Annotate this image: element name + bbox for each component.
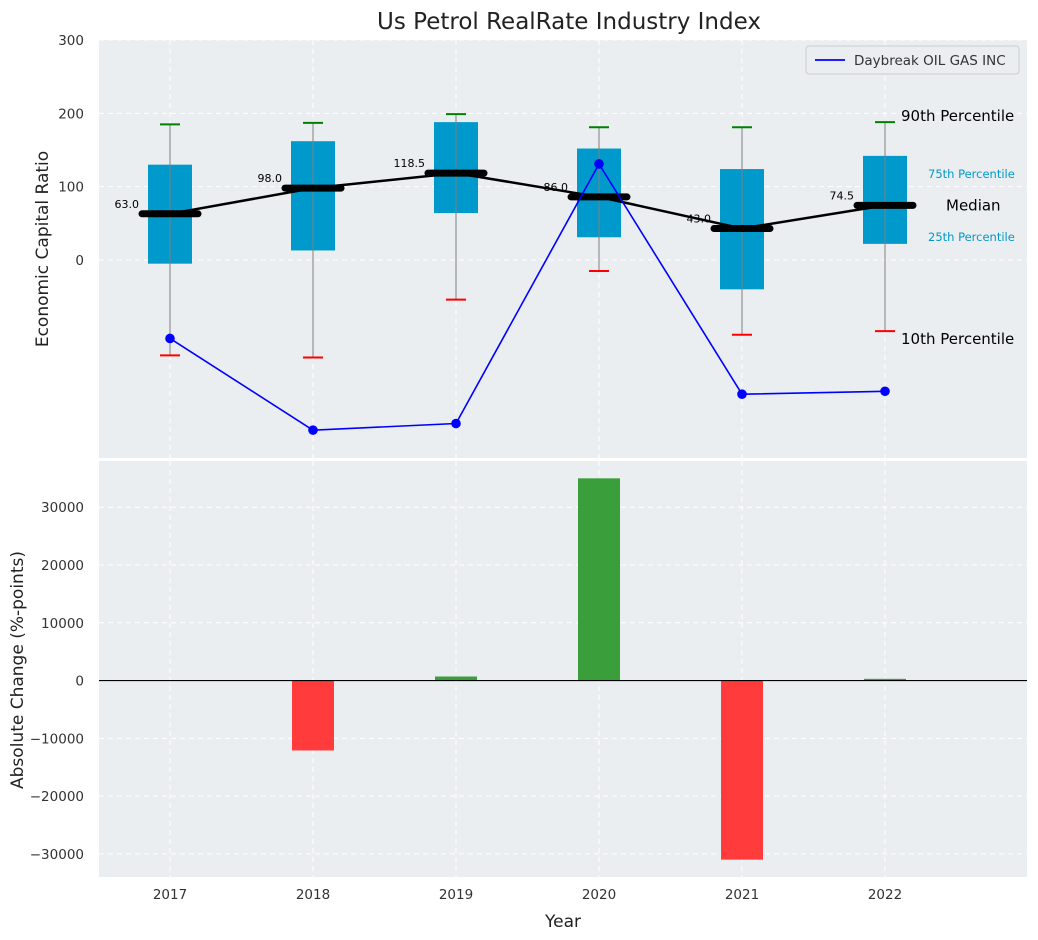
p10-annotation: 10th Percentile [901, 330, 1014, 348]
x-tick-label: 2020 [582, 887, 616, 903]
x-tick-label: 2018 [296, 887, 330, 903]
median-value-label: 86.0 [544, 181, 569, 194]
series-point [594, 159, 604, 169]
p90-annotation: 90th Percentile [901, 107, 1014, 125]
median-annotation: Median [946, 196, 1001, 214]
y-tick-label: −30000 [30, 847, 84, 863]
change-bar [292, 680, 334, 751]
top-y-ticks: 0 100 200 300 [58, 33, 84, 269]
change-bar [864, 678, 906, 681]
median-value-label: 43.0 [687, 212, 712, 225]
series-point [451, 418, 461, 429]
p25-annotation: 25th Percentile [928, 230, 1015, 244]
median-value-label: 98.0 [258, 172, 283, 185]
median-value-label: 74.5 [830, 189, 855, 202]
percentile-annotations: 90th Percentile 75th Percentile Median 25th… [901, 107, 1015, 348]
median-value-label: 118.5 [394, 157, 426, 170]
y-tick-label: 30000 [41, 500, 84, 516]
y-tick-label: 300 [58, 33, 84, 49]
legend: Daybreak OIL GAS INC [805, 45, 1020, 75]
change-bar [435, 676, 477, 681]
change-bar [578, 478, 620, 681]
x-tick-label: 2022 [868, 887, 902, 903]
change-bar [721, 680, 763, 860]
legend-box [805, 45, 1020, 75]
series-point [165, 333, 175, 344]
p75-annotation: 75th Percentile [928, 167, 1015, 181]
y-tick-label: 200 [58, 106, 84, 122]
median-trend: 63.0 98.0 118.5 86.0 43.0 74.5 [115, 157, 917, 232]
bottom-y-ticks: −30000 −20000 −10000 0 10000 20000 30000 [30, 500, 84, 863]
legend-label: Daybreak OIL GAS INC [854, 53, 1006, 69]
y-tick-label: 20000 [41, 558, 84, 574]
x-tick-label: 2019 [439, 887, 473, 903]
median-value-label: 63.0 [115, 198, 140, 211]
x-tick-label: 2017 [153, 887, 187, 903]
series-point [737, 389, 747, 400]
y-tick-label: −20000 [30, 789, 84, 805]
y-tick-label: 0 [75, 253, 84, 269]
top-plot-area [99, 40, 1027, 458]
bottom-plot-area [99, 461, 1027, 877]
x-ticks: 2017 2018 2019 2020 2021 2022 [153, 887, 902, 903]
median-line [169, 171, 886, 230]
chart-title: Us Petrol RealRate Industry Index [377, 9, 761, 35]
series-point [880, 386, 890, 397]
bottom-y-axis-label: Absolute Change (%-points) [8, 551, 28, 789]
company-series [165, 159, 890, 435]
x-tick-label: 2021 [725, 887, 759, 903]
y-tick-label: −10000 [30, 731, 84, 747]
top-y-axis-label: Economic Capital Ratio [33, 151, 53, 347]
series-line [169, 162, 886, 431]
y-tick-label: 10000 [41, 616, 84, 632]
x-axis-label: Year [544, 912, 581, 932]
change-bars [292, 478, 906, 860]
y-tick-label: 100 [58, 180, 84, 196]
y-tick-label: 0 [75, 674, 84, 690]
series-point [308, 425, 318, 435]
